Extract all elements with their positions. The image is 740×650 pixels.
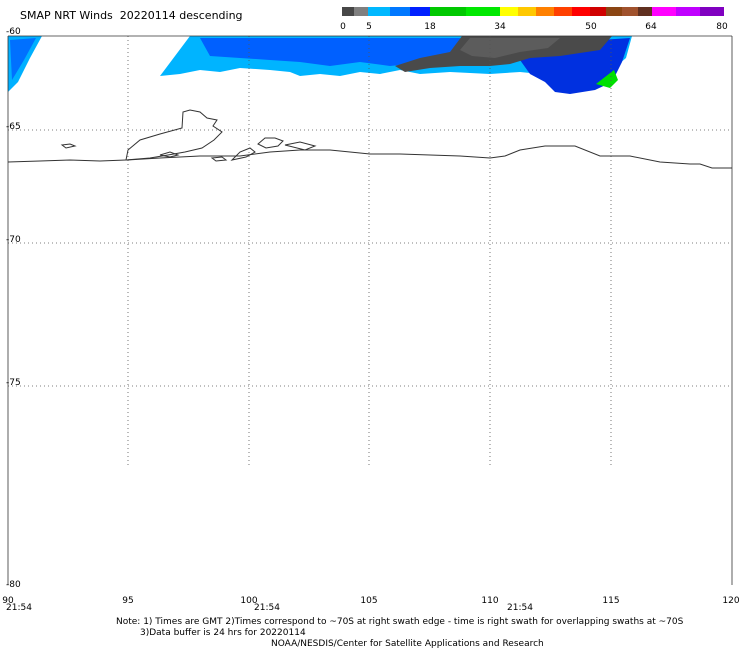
lat-label-80: -80 — [6, 580, 21, 590]
colorbar-label-34: 34 — [494, 22, 506, 32]
colorbar-label-5: 5 — [366, 22, 372, 32]
credit-line: NOAA/NESDIS/Center for Satellite Applica… — [271, 639, 544, 649]
lon-label-105: 105 — [360, 596, 378, 606]
colorbar-segment — [638, 7, 652, 16]
wind-swath — [8, 36, 632, 94]
colorbar-segment — [676, 7, 700, 16]
lat-label-65: -65 — [6, 122, 21, 132]
colorbar-segment — [536, 7, 554, 16]
graticule — [8, 36, 732, 465]
note-line-1: Note: 1) Times are GMT 2)Times correspon… — [116, 617, 684, 627]
colorbar-segment — [652, 7, 676, 16]
colorbar-segment — [430, 7, 466, 16]
lon-label-100: 100 — [240, 596, 258, 606]
coastline — [7, 109, 732, 169]
colorbar-segment — [500, 7, 518, 16]
lon-label-110: 110 — [481, 596, 499, 606]
colorbar-segment — [518, 7, 536, 16]
colorbar-segment — [606, 7, 622, 16]
colorbar-segment — [590, 7, 606, 16]
colorbar-segment — [354, 7, 368, 16]
wind-speed-colorbar — [342, 7, 724, 16]
map-title: SMAP NRT Winds 20220114 descending — [20, 9, 243, 22]
axis-frame — [7, 35, 733, 585]
swath-main-blue — [200, 38, 470, 66]
lon-label-120: 120 — [722, 596, 740, 606]
swath-mid-gray — [460, 38, 560, 58]
note-line-2: 3)Data buffer is 24 hrs for 20220114 — [140, 628, 306, 638]
swath-left-patch-core — [10, 38, 36, 80]
colorbar-segment — [342, 7, 354, 16]
colorbar-segment — [410, 7, 430, 16]
swath-time-label: 21:54 — [6, 603, 32, 613]
colorbar-segment — [368, 7, 390, 16]
lon-label-95: 95 — [122, 596, 134, 606]
swath-time-label: 21:54 — [507, 603, 533, 613]
swath-time-label: 21:54 — [254, 603, 280, 613]
lat-label-70: -70 — [6, 235, 21, 245]
colorbar-segment — [700, 7, 724, 16]
lat-label-60: -60 — [6, 27, 21, 37]
colorbar-segment — [622, 7, 638, 16]
colorbar-segment — [466, 7, 500, 16]
colorbar-segment — [554, 7, 572, 16]
colorbar-label-50: 50 — [585, 22, 597, 32]
lon-label-90: 90 — [2, 596, 14, 606]
swath-right-green — [596, 70, 618, 88]
colorbar-segment — [390, 7, 410, 16]
colorbar-label-64: 64 — [645, 22, 657, 32]
lat-label-75: -75 — [6, 378, 21, 388]
colorbar-label-0: 0 — [340, 22, 346, 32]
colorbar-label-18: 18 — [424, 22, 436, 32]
lon-label-115: 115 — [602, 596, 620, 606]
colorbar-label-80: 80 — [716, 22, 728, 32]
colorbar-segment — [572, 7, 590, 16]
